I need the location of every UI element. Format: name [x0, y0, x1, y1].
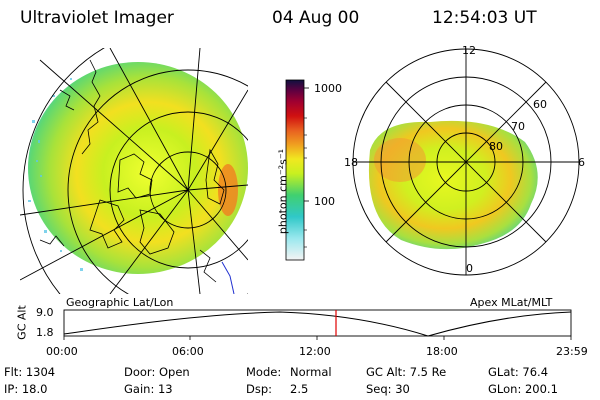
terminator-line — [221, 261, 235, 294]
bright-patch-left — [218, 164, 238, 216]
mlt-label-6: 6 — [578, 156, 585, 169]
observation-time: 12:54:03 UT — [432, 8, 537, 28]
gain-value: Gain: 13 — [124, 382, 173, 396]
altitude-plot — [63, 309, 572, 340]
mode-value: Normal — [290, 365, 332, 379]
mlat-label-80: 80 — [489, 140, 503, 153]
noise-speckles-left — [28, 78, 83, 271]
mlat-grid — [352, 48, 580, 276]
door-status: Door: Open — [124, 365, 190, 379]
colorbar-label-1000: 1000 — [314, 82, 342, 95]
altitude-ytick-high: 9.0 — [36, 306, 54, 319]
colorbar-scale — [285, 79, 305, 261]
altitude-xtick-1200: 12:00 — [299, 345, 331, 358]
mlat-label-60: 60 — [533, 98, 547, 111]
altitude-xticks — [63, 336, 572, 340]
aurora-image-left — [28, 62, 248, 274]
geographic-map-label: Geographic Lat/Lon — [66, 296, 174, 309]
magnetic-map — [352, 48, 580, 276]
flight-number: Flt: 1304 — [4, 365, 56, 379]
dsp-label: Dsp: — [246, 382, 273, 396]
altitude-ytick-low: 1.8 — [36, 326, 54, 339]
altitude-xtick-0600: 06:00 — [172, 345, 204, 358]
colorbar-label-100: 100 — [314, 195, 335, 208]
geographic-grid — [20, 48, 248, 294]
altitude-xtick-0000: 00:00 — [46, 345, 78, 358]
sequence-number: Seq: 30 — [366, 382, 410, 396]
instrument-title: Ultraviolet Imager — [20, 8, 174, 28]
geographic-longitude: GLon: 200.1 — [488, 382, 558, 396]
gc-altitude: GC Alt: 7.5 Re — [366, 365, 447, 379]
geographic-map — [20, 48, 248, 294]
colorbar-unit-label: photon cm⁻²s⁻¹ — [276, 148, 290, 235]
geographic-latitude: GLat: 76.4 — [488, 365, 549, 379]
observation-date: 04 Aug 00 — [272, 8, 360, 28]
altitude-ylabel: GC Alt — [15, 305, 29, 340]
colorbar-minor-ticks — [304, 117, 307, 248]
magnetic-map-label: Apex MLat/MLT — [470, 296, 553, 309]
mode-label: Mode: — [246, 365, 282, 379]
bright-patch-right — [374, 138, 426, 182]
mlt-label-0: 0 — [466, 262, 473, 275]
ip-value: IP: 18.0 — [4, 382, 48, 396]
altitude-plot-frame — [63, 309, 572, 337]
dsp-value: 2.5 — [290, 382, 309, 396]
altitude-curve — [63, 311, 572, 337]
mlt-label-18: 18 — [344, 156, 358, 169]
coastlines — [39, 59, 225, 283]
altitude-xtick-1800: 18:00 — [426, 345, 458, 358]
mlat-label-70: 70 — [511, 120, 525, 133]
mlt-label-12: 12 — [462, 44, 476, 57]
altitude-xtick-2359: 23:59 — [556, 345, 588, 358]
